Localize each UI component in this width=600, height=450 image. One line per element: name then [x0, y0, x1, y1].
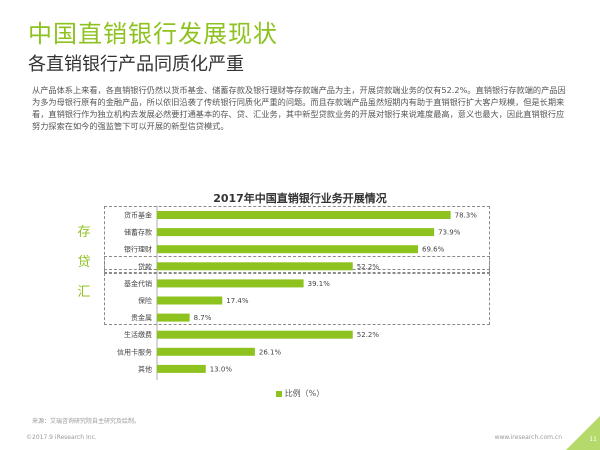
group-label-remit: 汇: [77, 285, 91, 300]
category-label: 保险: [138, 296, 152, 305]
category-label: 生活缴费: [124, 330, 152, 339]
category-label: 信用卡服务: [117, 347, 152, 356]
page-number: 11: [589, 436, 597, 443]
loan-group-box: [104, 256, 490, 273]
chart-legend: 比例（%）: [0, 388, 600, 399]
bar: [157, 245, 418, 254]
bar: [157, 347, 255, 356]
legend-label: 比例（%）: [284, 389, 325, 398]
bar: [157, 296, 223, 305]
bar: [157, 313, 190, 322]
page-title: 中国直销银行发展现状: [28, 20, 278, 48]
category-label: 其他: [138, 364, 152, 373]
category-label: 银行理财: [124, 245, 152, 254]
data-label: 17.4%: [226, 297, 249, 305]
data-label: 13.0%: [210, 365, 233, 373]
category-label: 储蓄存款: [124, 228, 152, 237]
group-label-loan: 贷: [77, 255, 91, 270]
category-label: 货币基金: [124, 211, 152, 220]
legend-swatch: [275, 390, 282, 397]
chart-title: 2017年中国直销银行业务开展情况: [213, 192, 387, 205]
data-label: 52.2%: [357, 263, 380, 271]
page-subtitle: 各直销银行产品同质化严重: [28, 54, 244, 75]
intro-paragraph: 从产品体系上来看，各直销银行仍然以货币基金、储蓄存款及银行理财等存款端产品为主，…: [32, 85, 566, 131]
corner-decoration: [566, 416, 600, 450]
data-label: 52.2%: [357, 331, 380, 339]
bar: [157, 262, 353, 271]
data-label: 8.7%: [194, 314, 212, 322]
source-note: 来源：艾瑞咨询研究院自主研究及绘制。: [32, 418, 141, 425]
data-label: 78.3%: [455, 212, 478, 220]
bar: [157, 279, 304, 288]
category-label: 贵金属: [131, 313, 152, 322]
category-label: 贷款: [138, 262, 152, 271]
bar: [157, 364, 206, 373]
bar: [157, 228, 435, 237]
bar: [157, 330, 353, 339]
group-labels: 存 贷 汇: [74, 218, 94, 308]
website: www.iresearch.com.cn: [494, 434, 562, 441]
bar: [157, 211, 451, 219]
category-label: 基金代销: [124, 279, 152, 288]
data-label: 26.1%: [259, 348, 282, 356]
data-label: 73.9%: [438, 229, 461, 237]
data-label: 69.6%: [422, 246, 445, 254]
data-label: 39.1%: [308, 280, 331, 288]
group-label-deposit: 存: [77, 225, 91, 240]
remit-group-box: [104, 273, 490, 325]
copyright: ©2017.9 iResearch Inc.: [26, 434, 97, 441]
